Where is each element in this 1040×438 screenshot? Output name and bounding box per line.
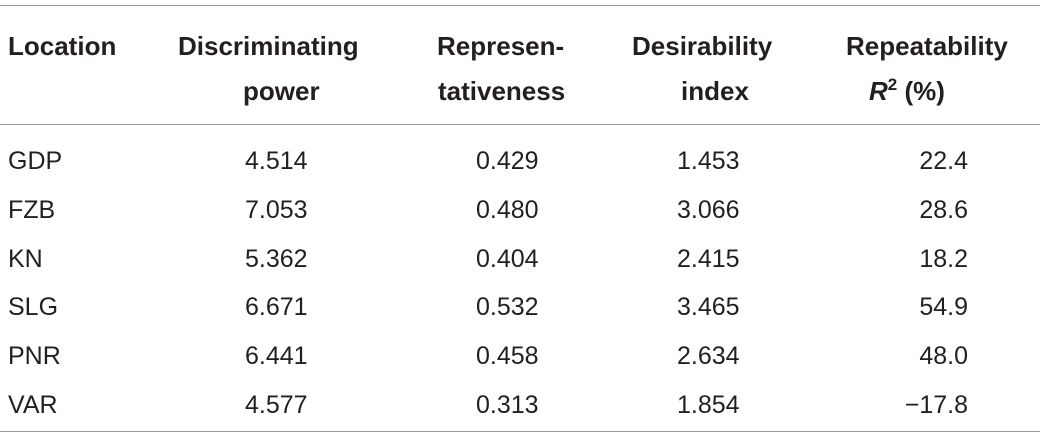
table-row: VAR 4.577 0.313 1.854 −17.8 — [0, 383, 1040, 432]
cell-discriminating-power: 4.514 — [245, 147, 308, 175]
header-repeatability-unit: (%) — [897, 76, 945, 106]
header-desirability-line2: index — [681, 76, 749, 106]
header-discriminating-power: Discriminating power — [178, 24, 384, 114]
header-rule — [0, 124, 1040, 125]
cell-representativeness: 0.404 — [476, 244, 539, 273]
cell-representativeness: 0.313 — [476, 390, 539, 419]
header-repeatability-r: R — [869, 76, 888, 106]
table-row: GDP 4.514 0.429 1.453 22.4 — [0, 139, 1040, 188]
cell-discriminating-power: 4.577 — [245, 390, 308, 419]
cell-desirability-index: 2.415 — [677, 244, 740, 273]
cell-repeatability: 48.0 — [919, 342, 968, 371]
cell-repeatability: −17.8 — [904, 390, 968, 419]
table-row: KN 5.362 0.404 2.415 18.2 — [0, 237, 1040, 286]
header-representativeness: Represen- tativeness — [437, 24, 587, 114]
cell-repeatability: 22.4 — [919, 147, 968, 175]
header-repeatability-line1: Repeatability — [846, 31, 1008, 61]
header-discriminating-line2: power — [243, 76, 320, 106]
cell-desirability-index: 1.453 — [677, 147, 740, 175]
cell-desirability-index: 3.465 — [677, 293, 740, 322]
cell-discriminating-power: 7.053 — [245, 195, 308, 224]
cell-location: VAR — [8, 390, 58, 419]
cell-location: KN — [8, 244, 43, 273]
cell-location: GDP — [8, 147, 63, 175]
cell-representativeness: 0.458 — [476, 342, 539, 371]
cell-discriminating-power: 5.362 — [245, 244, 308, 273]
cell-repeatability: 54.9 — [919, 293, 968, 322]
cell-location: FZB — [8, 195, 56, 224]
cell-desirability-index: 3.066 — [677, 195, 740, 224]
header-location-label: Location — [8, 31, 117, 61]
header-representativeness-line1: Represen- — [437, 31, 565, 61]
cell-representativeness: 0.532 — [476, 293, 539, 322]
table-row: FZB 7.053 0.480 3.066 28.6 — [0, 188, 1040, 237]
cell-desirability-index: 1.854 — [677, 390, 740, 419]
table-body: GDP 4.514 0.429 1.453 22.4 FZB 7.053 0.4… — [0, 139, 1040, 432]
header-repeatability-line2: R2 (%) — [846, 69, 1031, 114]
cell-discriminating-power: 6.671 — [245, 293, 308, 322]
cell-repeatability: 28.6 — [919, 195, 968, 224]
bottom-rule — [0, 431, 1040, 432]
header-desirability-line1: Desirability — [632, 31, 773, 61]
top-rule — [0, 5, 1040, 6]
cell-location: SLG — [8, 293, 59, 322]
header-desirability-index: Desirability index — [632, 24, 792, 114]
cell-location: PNR — [8, 342, 61, 371]
cell-repeatability: 18.2 — [919, 244, 968, 273]
cell-desirability-index: 2.634 — [677, 342, 740, 371]
header-repeatability-sup: 2 — [887, 75, 898, 94]
cell-discriminating-power: 6.441 — [245, 342, 308, 371]
header-representativeness-line2: tativeness — [438, 76, 566, 106]
cell-representativeness: 0.429 — [476, 147, 539, 175]
header-repeatability: Repeatability R2 (%) — [846, 24, 1031, 114]
cell-representativeness: 0.480 — [476, 195, 539, 224]
table-row: SLG 6.671 0.532 3.465 54.9 — [0, 285, 1040, 334]
header-location: Location — [8, 24, 116, 69]
header-discriminating-line1: Discriminating — [178, 31, 359, 61]
table-row: PNR 6.441 0.458 2.634 48.0 — [0, 334, 1040, 383]
table-header: Location Discriminating power Represen- … — [0, 24, 1040, 114]
